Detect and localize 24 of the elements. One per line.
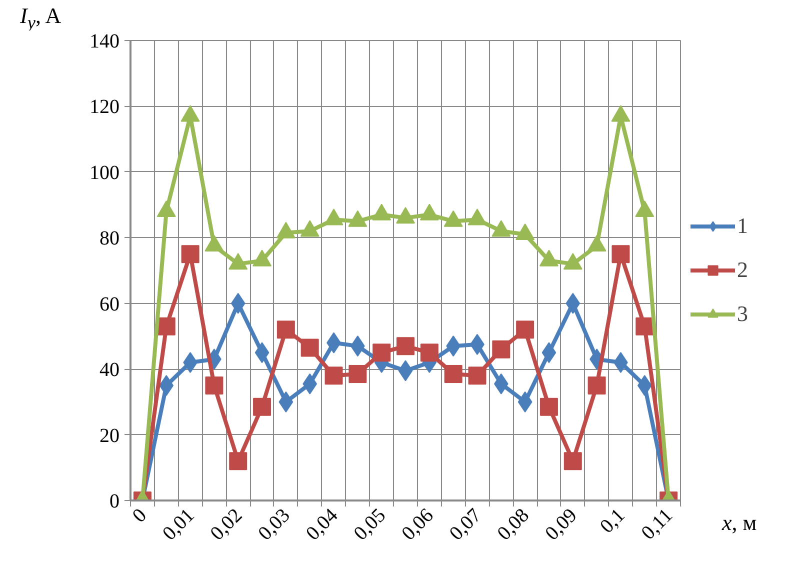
y-tick-label: 40 (100, 359, 120, 382)
x-tick-label: 0,1 (596, 504, 630, 538)
x-tick-label: 0,09 (541, 504, 582, 545)
y-tick-label: 60 (100, 293, 120, 316)
y-tick-label: 140 (90, 30, 120, 52)
legend-label: 1 (737, 213, 749, 239)
y-tick-label: 20 (100, 424, 120, 447)
x-tick-label: 0,07 (445, 504, 486, 545)
x-axis-title: x, м (722, 509, 757, 537)
y-tick-label: 120 (90, 96, 120, 118)
y-tick-label: 0 (110, 490, 120, 512)
legend-label: 2 (737, 257, 749, 283)
y-tick-label: 100 (90, 162, 120, 184)
legend-label: 3 (737, 301, 749, 327)
x-tick-label: 0,11 (637, 504, 678, 544)
x-tick-label: 0,01 (158, 504, 199, 545)
x-tick-label: 0,05 (350, 504, 390, 545)
x-tick-label: 0 (128, 504, 151, 528)
x-tick-label: 0,04 (302, 504, 342, 545)
x-tick-label: 0,03 (254, 504, 294, 545)
y-tick-label: 80 (100, 228, 120, 250)
x-tick-label: 0,08 (493, 504, 534, 545)
x-tick-label: 0,06 (398, 504, 438, 545)
x-tick-label: 0,02 (206, 504, 247, 545)
